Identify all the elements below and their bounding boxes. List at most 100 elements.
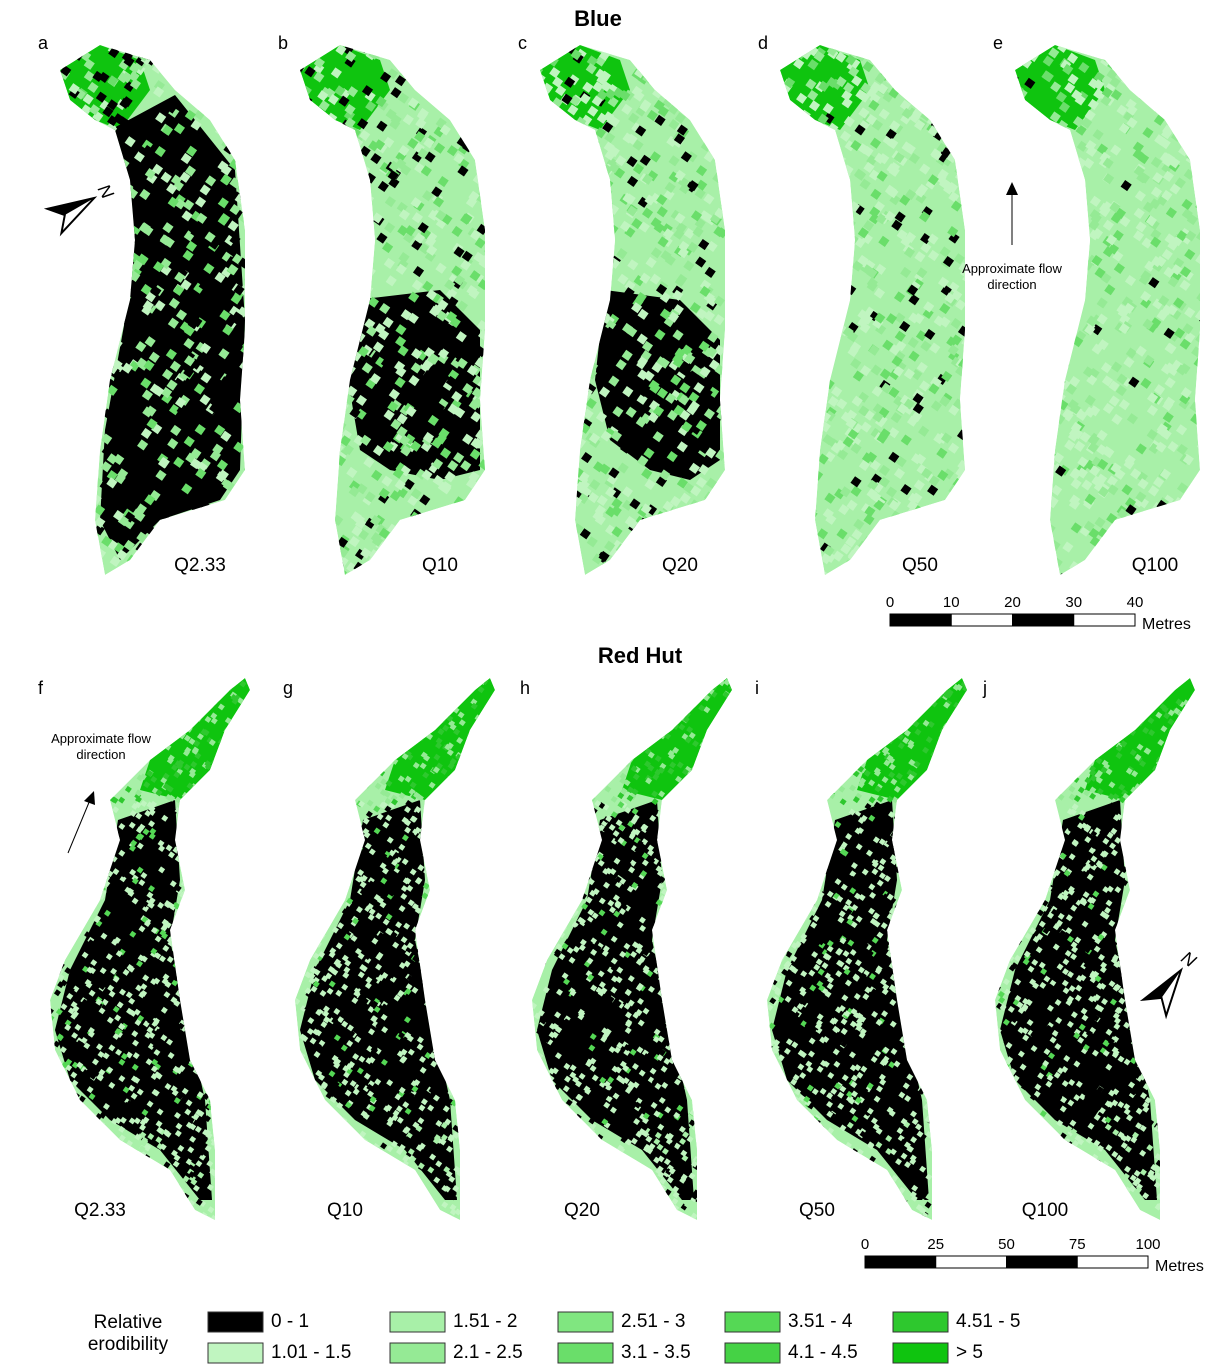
cell [324, 459, 335, 470]
cell [538, 175, 549, 186]
cell [341, 144, 352, 155]
cell [160, 693, 167, 700]
reach-layer [1001, 41, 1212, 591]
cell [190, 1217, 197, 1224]
cell [157, 715, 164, 722]
cell [141, 1189, 148, 1196]
cell [904, 41, 915, 52]
cell [772, 352, 783, 363]
cell [48, 540, 59, 551]
cell [81, 781, 88, 788]
cell [220, 1120, 227, 1127]
cell [72, 1192, 79, 1199]
cell [62, 812, 69, 819]
cell [52, 1092, 59, 1099]
cell [250, 962, 257, 969]
cell [239, 94, 250, 105]
cell [53, 409, 64, 420]
cell [219, 928, 226, 935]
cell [212, 957, 219, 964]
cell [930, 544, 941, 555]
cell [194, 54, 205, 65]
cell [106, 257, 117, 268]
cell [232, 1189, 239, 1196]
cell [475, 113, 486, 124]
cell [791, 342, 802, 353]
cell [404, 522, 415, 533]
cell [194, 794, 201, 801]
cell [721, 553, 732, 564]
cell [301, 118, 312, 129]
cell [777, 260, 788, 271]
cell [564, 293, 575, 304]
cell [561, 218, 572, 229]
cell [913, 579, 924, 590]
cell [185, 992, 192, 999]
cell [51, 960, 58, 967]
cell [65, 369, 76, 380]
cell [884, 571, 895, 582]
panel-letter: e [993, 33, 1003, 53]
cell [536, 541, 547, 552]
cell [57, 909, 64, 916]
cell [231, 1162, 238, 1169]
cell [228, 1130, 235, 1137]
cell [592, 291, 603, 302]
cell [95, 252, 106, 263]
cell [170, 526, 181, 537]
cell [298, 225, 309, 236]
cell [482, 129, 493, 140]
cell [184, 989, 191, 996]
cell [300, 332, 311, 343]
cell [183, 59, 194, 70]
cell [631, 41, 642, 52]
cell [242, 526, 253, 537]
cell [1022, 190, 1033, 201]
cell [248, 797, 255, 804]
cell [398, 558, 409, 569]
cell [286, 234, 297, 245]
cell [347, 307, 358, 318]
cell [93, 133, 104, 144]
cell [207, 1019, 214, 1026]
cell [55, 857, 62, 864]
cell [404, 43, 415, 54]
cell [778, 340, 789, 351]
cell [808, 247, 819, 258]
cell [62, 685, 69, 692]
cell [651, 574, 662, 585]
cell [222, 890, 229, 897]
cell [309, 240, 320, 251]
cell [111, 165, 122, 176]
cell [1194, 58, 1205, 69]
map-figure: BlueRed HutaQ2.33bQ10cQ20dQ50eQ100fQ2.33… [0, 0, 1224, 1364]
cell [86, 879, 93, 886]
cell [49, 49, 60, 60]
cell [241, 1000, 248, 1007]
cell [1167, 105, 1178, 116]
cell [120, 216, 131, 227]
cell [45, 798, 52, 805]
cell [236, 988, 243, 995]
cell [803, 512, 814, 523]
cell [411, 1203, 418, 1210]
cell [1005, 136, 1016, 147]
cell [45, 778, 52, 785]
cell [211, 64, 222, 75]
cell [106, 1154, 113, 1161]
cell [296, 503, 307, 514]
cell [197, 852, 204, 859]
cell [724, 170, 735, 181]
cell [1034, 390, 1045, 401]
cell [814, 341, 825, 352]
cell [1002, 384, 1013, 395]
cell [1179, 52, 1190, 63]
cell [99, 1169, 106, 1176]
cell [246, 866, 253, 873]
cell [182, 921, 189, 928]
cell [1048, 415, 1059, 426]
cell [199, 879, 206, 886]
cell [66, 521, 77, 532]
cell [200, 962, 207, 969]
cell [778, 551, 789, 562]
